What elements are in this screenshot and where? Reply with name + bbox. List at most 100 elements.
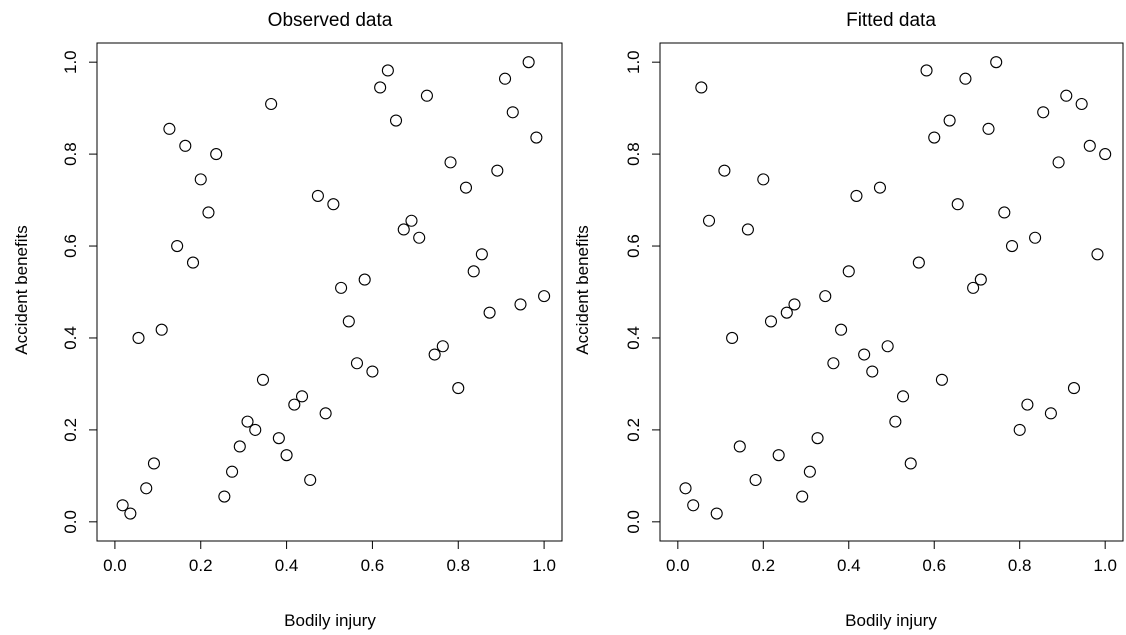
data-point (920, 64, 933, 77)
data-point (358, 273, 371, 286)
data-point (733, 440, 746, 453)
data-point (1052, 156, 1065, 169)
data-point (679, 482, 692, 495)
x-axis: 0.0 0.2 0.4 0.6 0.8 1.0 (666, 541, 1117, 575)
data-point (491, 164, 504, 177)
data-point (132, 331, 145, 345)
x-tick-label: 0.2 (751, 556, 775, 575)
data-point (1099, 148, 1112, 161)
data-point (147, 457, 161, 470)
data-point (749, 473, 762, 487)
y-tick-label: 0.8 (61, 142, 80, 166)
data-point (163, 122, 176, 135)
data-point (179, 139, 192, 152)
data-point (1083, 139, 1096, 152)
y-tick-label: 0.0 (624, 510, 643, 534)
chart-title: Fitted data (846, 10, 936, 31)
data-point (459, 181, 473, 194)
data-point (327, 198, 340, 211)
data-point (741, 223, 754, 236)
y-tick-label: 1.0 (624, 50, 643, 74)
data-point (757, 173, 770, 186)
data-point (405, 214, 418, 227)
data-point (990, 56, 1003, 69)
data-point (304, 473, 317, 487)
x-tick-label: 0.4 (275, 556, 299, 575)
data-point (397, 223, 410, 236)
data-point (218, 490, 231, 503)
data-point (498, 72, 512, 85)
data-point (998, 206, 1011, 219)
data-point (381, 64, 394, 77)
data-point (186, 256, 200, 269)
data-point (772, 449, 785, 462)
data-point (803, 465, 816, 478)
data-point (695, 81, 708, 94)
data-point (444, 156, 457, 169)
x-tick-label: 1.0 (1093, 556, 1117, 575)
data-point (928, 131, 941, 144)
data-point (943, 114, 956, 127)
data-point (1013, 423, 1026, 436)
panel-fitted: Fitted data Bodily injury Accident benef… (573, 10, 1124, 630)
x-tick-label: 0.2 (189, 556, 213, 575)
data-point (1060, 89, 1073, 102)
data-point (1044, 407, 1057, 420)
data-point (974, 273, 987, 286)
data-point (858, 348, 871, 361)
y-axis-title: Accident benefits (12, 225, 31, 354)
data-point (811, 432, 824, 445)
data-points (116, 56, 551, 520)
data-point (171, 239, 184, 253)
data-point (506, 106, 519, 119)
data-point (319, 407, 332, 420)
data-point (265, 97, 278, 111)
data-point (413, 231, 426, 244)
data-point (796, 490, 809, 503)
data-point (233, 440, 246, 453)
data-point (280, 449, 293, 462)
data-point (842, 265, 855, 278)
data-point (850, 189, 863, 202)
data-point (702, 214, 716, 227)
y-tick-label: 1.0 (61, 50, 80, 74)
data-point (889, 415, 902, 428)
data-point (538, 290, 551, 303)
data-point (452, 382, 465, 395)
data-point (467, 265, 480, 278)
data-point (530, 131, 543, 144)
data-point (342, 315, 355, 328)
x-axis: 0.0 0.2 0.4 0.6 0.8 1.0 (103, 541, 556, 575)
data-point (1037, 106, 1050, 119)
y-axis: 0.0 0.2 0.4 0.6 0.8 1.0 (624, 50, 660, 534)
data-point (475, 248, 488, 261)
data-point (1091, 248, 1104, 261)
y-tick-label: 0.6 (61, 234, 80, 258)
data-point (272, 432, 285, 445)
data-point (311, 189, 324, 202)
data-point (718, 164, 731, 177)
x-axis-title: Bodily injury (845, 611, 937, 630)
data-point (982, 122, 995, 135)
data-point (420, 89, 433, 102)
data-point (522, 56, 535, 69)
data-point (249, 423, 262, 436)
y-tick-label: 0.4 (61, 326, 80, 350)
data-points (679, 56, 1112, 520)
y-axis-title: Accident benefits (573, 225, 592, 354)
data-point (514, 298, 527, 311)
data-point (483, 306, 496, 319)
data-point (904, 457, 917, 470)
x-tick-label: 0.0 (666, 556, 690, 575)
data-point (967, 281, 980, 294)
x-tick-label: 0.8 (1008, 556, 1032, 575)
y-tick-label: 0.0 (61, 510, 80, 534)
data-point (951, 198, 964, 211)
data-point (116, 499, 129, 512)
data-point (1021, 398, 1034, 411)
data-point (788, 298, 801, 311)
data-point (1005, 239, 1019, 253)
data-point (819, 290, 832, 303)
data-point (256, 373, 270, 386)
x-tick-label: 0.6 (922, 556, 946, 575)
